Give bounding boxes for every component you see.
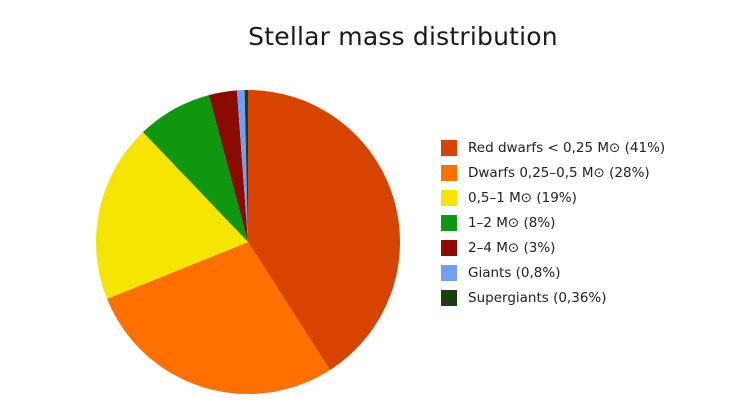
legend-label: 2–4 M⊙ (3%) bbox=[468, 240, 556, 256]
legend-swatch bbox=[441, 190, 457, 206]
legend-label: Dwarfs 0,25–0,5 M⊙ (28%) bbox=[468, 165, 650, 181]
pie-slice bbox=[236, 90, 248, 242]
legend-item: Supergiants (0,36%) bbox=[441, 281, 665, 315]
pie-slice bbox=[248, 90, 400, 370]
legend-label: 0,5–1 M⊙ (19%) bbox=[468, 190, 577, 206]
legend-swatch bbox=[441, 140, 457, 156]
pie-slice bbox=[142, 95, 248, 243]
legend-item: Dwarfs 0,25–0,5 M⊙ (28%) bbox=[441, 156, 665, 190]
legend-item: 2–4 M⊙ (3%) bbox=[441, 231, 665, 265]
legend-label: Supergiants (0,36%) bbox=[468, 290, 607, 306]
legend-swatch bbox=[441, 265, 457, 281]
legend-label: Red dwarfs < 0,25 M⊙ (41%) bbox=[468, 140, 666, 156]
legend-swatch bbox=[441, 240, 457, 256]
chart-title: Stellar mass distribution bbox=[248, 22, 558, 51]
legend-swatch bbox=[441, 290, 457, 306]
legend-item: 0,5–1 M⊙ (19%) bbox=[441, 181, 665, 215]
legend-item: 1–2 M⊙ (8%) bbox=[441, 206, 665, 240]
legend-label: Giants (0,8%) bbox=[468, 265, 561, 281]
pie-slice bbox=[107, 242, 330, 394]
legend-item: Giants (0,8%) bbox=[441, 256, 665, 290]
legend-swatch bbox=[441, 215, 457, 231]
legend-item: Red dwarfs < 0,25 M⊙ (41%) bbox=[441, 131, 665, 165]
pie-slice bbox=[208, 90, 248, 243]
legend: Red dwarfs < 0,25 M⊙ (41%) Dwarfs 0,25–0… bbox=[441, 131, 665, 315]
pie-slice bbox=[244, 90, 248, 242]
legend-label: 1–2 M⊙ (8%) bbox=[468, 215, 556, 231]
pie-slice bbox=[95, 132, 248, 299]
legend-swatch bbox=[441, 165, 457, 181]
